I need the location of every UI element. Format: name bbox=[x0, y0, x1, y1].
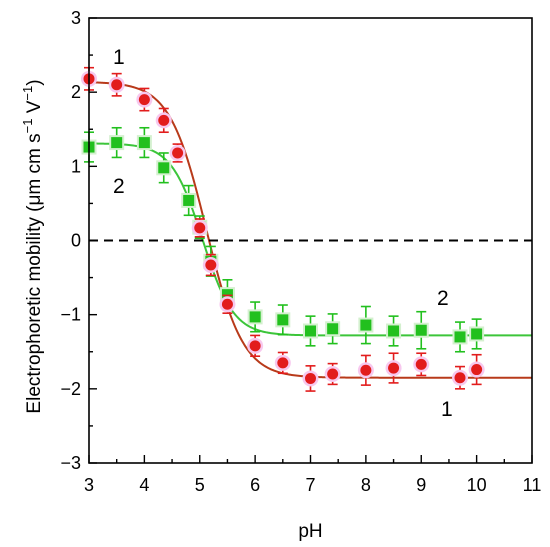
data-point bbox=[158, 114, 170, 126]
data-point bbox=[388, 362, 400, 374]
y-axis-ticks: −3 −2 −1 0 1 2 3 bbox=[60, 8, 97, 473]
data-point bbox=[221, 298, 233, 310]
data-point bbox=[138, 94, 150, 106]
data-point bbox=[327, 323, 339, 335]
data-point bbox=[388, 325, 400, 337]
data-point bbox=[471, 328, 483, 340]
data-point bbox=[360, 364, 372, 376]
data-point bbox=[158, 162, 170, 174]
data-point bbox=[138, 137, 150, 149]
data-point bbox=[454, 331, 466, 343]
y-tick-label: −2 bbox=[60, 379, 81, 399]
y-tick-label: −3 bbox=[60, 453, 81, 473]
data-point bbox=[415, 324, 427, 336]
x-tick-label: 9 bbox=[416, 475, 426, 495]
y-tick-label: −1 bbox=[60, 305, 81, 325]
data-point bbox=[305, 372, 316, 384]
series-1-points bbox=[81, 66, 485, 392]
y-tick-label: 2 bbox=[71, 82, 81, 102]
y-tick-label: 3 bbox=[71, 8, 81, 28]
data-point bbox=[249, 340, 261, 352]
y-axis-title: Electrophoretic mobility (μm cm s−1 V−1) bbox=[20, 79, 45, 413]
x-tick-label: 7 bbox=[305, 475, 315, 495]
y-axis-title-mid: V bbox=[24, 100, 45, 118]
x-axis-ticks: 3 4 5 6 7 8 9 10 11 bbox=[84, 455, 541, 495]
data-points bbox=[81, 66, 485, 392]
x-tick-label: 11 bbox=[523, 475, 542, 495]
data-point bbox=[111, 137, 123, 149]
data-point bbox=[305, 325, 316, 337]
data-point bbox=[194, 222, 206, 234]
x-tick-label: 5 bbox=[195, 475, 205, 495]
data-point bbox=[454, 372, 466, 384]
data-point bbox=[111, 79, 123, 91]
data-point bbox=[172, 147, 184, 159]
y-axis-title-end: ) bbox=[24, 79, 45, 85]
fit-curve-series-2 bbox=[88, 142, 532, 337]
x-tick-label: 4 bbox=[139, 475, 149, 495]
x-tick-label: 10 bbox=[467, 475, 487, 495]
series-1-label-top: 1 bbox=[113, 46, 125, 69]
data-point bbox=[360, 319, 372, 331]
x-tick-label: 8 bbox=[361, 475, 371, 495]
x-tick-label: 6 bbox=[250, 475, 260, 495]
series-2-label-top: 2 bbox=[113, 175, 125, 198]
data-point bbox=[249, 311, 261, 323]
series-1-label-bottom: 1 bbox=[441, 398, 453, 421]
y-axis-title-main: Electrophoretic mobility (μm cm s bbox=[24, 133, 45, 413]
data-point bbox=[415, 358, 427, 370]
data-point bbox=[327, 368, 339, 380]
data-point bbox=[277, 357, 289, 369]
series-2-label-bottom: 2 bbox=[437, 287, 449, 310]
y-tick-label: 1 bbox=[71, 156, 81, 176]
y-tick-label: 0 bbox=[71, 231, 81, 251]
x-tick-label: 3 bbox=[84, 475, 94, 495]
y-axis-title-sup2: −1 bbox=[20, 86, 35, 101]
data-point bbox=[183, 194, 195, 206]
data-point bbox=[205, 259, 217, 271]
x-axis-title: pH bbox=[298, 521, 322, 542]
data-point bbox=[471, 364, 483, 376]
data-point bbox=[277, 314, 289, 326]
y-axis-title-sup1: −1 bbox=[20, 119, 35, 134]
